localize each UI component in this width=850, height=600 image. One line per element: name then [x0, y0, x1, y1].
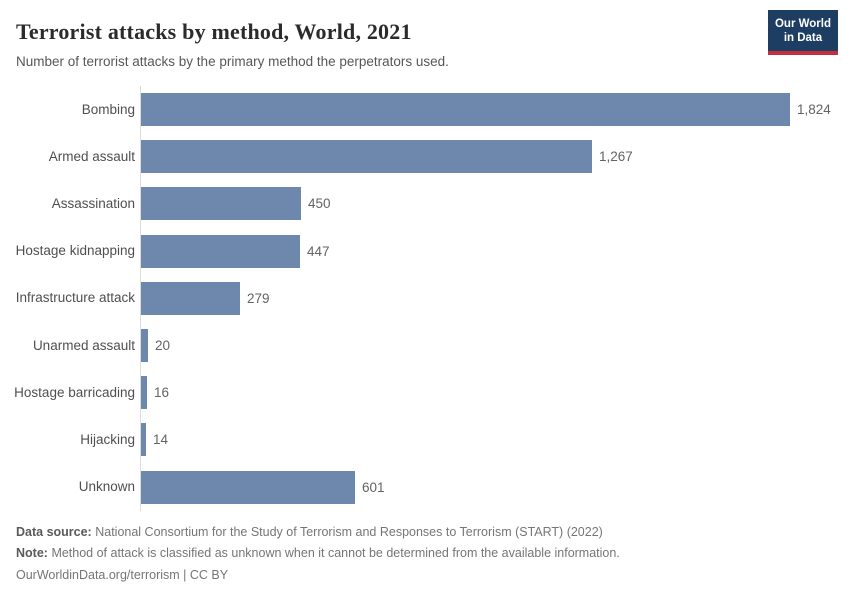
license-line: OurWorldinData.org/terrorism | CC BY: [16, 565, 834, 587]
note-text: Method of attack is classified as unknow…: [51, 546, 620, 561]
value-label: 279: [247, 290, 270, 306]
category-label: Hostage kidnapping: [15, 243, 135, 259]
bar[interactable]: [141, 423, 146, 457]
data-source-text: National Consortium for the Study of Ter…: [95, 524, 603, 539]
category-label: Bombing: [81, 101, 135, 117]
bar-track: 1,267: [140, 133, 850, 181]
bar-row: Bombing 1,824: [0, 86, 850, 134]
bar-track: 16: [140, 369, 850, 417]
bar-row: Unknown 601: [0, 463, 850, 511]
category-label: Hostage barricading: [14, 384, 135, 400]
value-label: 14: [153, 432, 169, 448]
category-label: Infrastructure attack: [15, 290, 135, 306]
bar-row: Unarmed assault 20: [0, 321, 850, 370]
footer-separator: |: [179, 567, 190, 582]
owid-logo[interactable]: Our World in Data: [767, 10, 838, 55]
bar-track: 447: [140, 227, 850, 275]
note-label: Note:: [16, 546, 48, 561]
bar[interactable]: [141, 187, 301, 221]
note-line: Note: Method of attack is classified as …: [16, 543, 834, 565]
bar-row: Assassination 450: [0, 180, 850, 228]
bar-track: 279: [140, 274, 850, 322]
data-source-label: Data source:: [16, 524, 92, 539]
value-label: 601: [362, 479, 385, 495]
category-label: Armed assault: [48, 148, 135, 164]
category-label: Assassination: [51, 195, 135, 211]
owid-logo-line2: in Data: [783, 32, 823, 44]
bar-row: Hostage barricading 16: [0, 369, 850, 417]
bar-row: Hijacking 14: [0, 416, 850, 464]
owid-logo-line1: Our World: [774, 18, 831, 30]
bar-track: 1,824: [140, 86, 850, 134]
chart-subtitle: Number of terrorist attacks by the prima…: [16, 54, 449, 69]
category-label: Unknown: [78, 479, 135, 495]
bar-track: 601: [140, 463, 850, 511]
value-label: 450: [308, 196, 331, 212]
chart-footer: Data source: National Consortium for the…: [0, 522, 850, 587]
value-label: 1,824: [797, 102, 831, 118]
value-label: 1,267: [599, 149, 633, 165]
bar-track: 20: [140, 321, 850, 370]
bar-chart-rows: Bombing 1,824 Armed assault 1,267 Assassinat…: [0, 86, 850, 511]
bar[interactable]: [141, 329, 148, 363]
bar-row: Infrastructure attack 279: [0, 274, 850, 322]
bar[interactable]: [141, 470, 355, 504]
bar[interactable]: [141, 376, 147, 410]
bar-chart: Bombing 1,824 Armed assault 1,267 Assassinat…: [0, 86, 850, 511]
footer-license: CC BY: [189, 567, 229, 582]
bar[interactable]: [141, 281, 240, 315]
bar[interactable]: [141, 234, 300, 268]
bar-row: Hostage kidnapping 447: [0, 227, 850, 275]
chart-header: Terrorist attacks by method, World, 2021…: [0, 0, 850, 71]
footer-link[interactable]: OurWorldinData.org/terrorism: [16, 567, 180, 582]
bar-track: 450: [140, 180, 850, 228]
value-label: 20: [155, 338, 171, 354]
bar-track: 14: [140, 416, 850, 464]
bar-row: Armed assault 1,267: [0, 133, 850, 181]
value-label: 447: [307, 243, 330, 259]
bar[interactable]: [141, 93, 790, 127]
category-label: Unarmed assault: [32, 337, 135, 353]
data-source-line: Data source: National Consortium for the…: [16, 522, 834, 544]
value-label: 16: [154, 385, 170, 401]
page-title: Terrorist attacks by method, World, 2021: [16, 19, 412, 44]
category-label: Hijacking: [80, 431, 135, 447]
bar[interactable]: [141, 140, 592, 174]
